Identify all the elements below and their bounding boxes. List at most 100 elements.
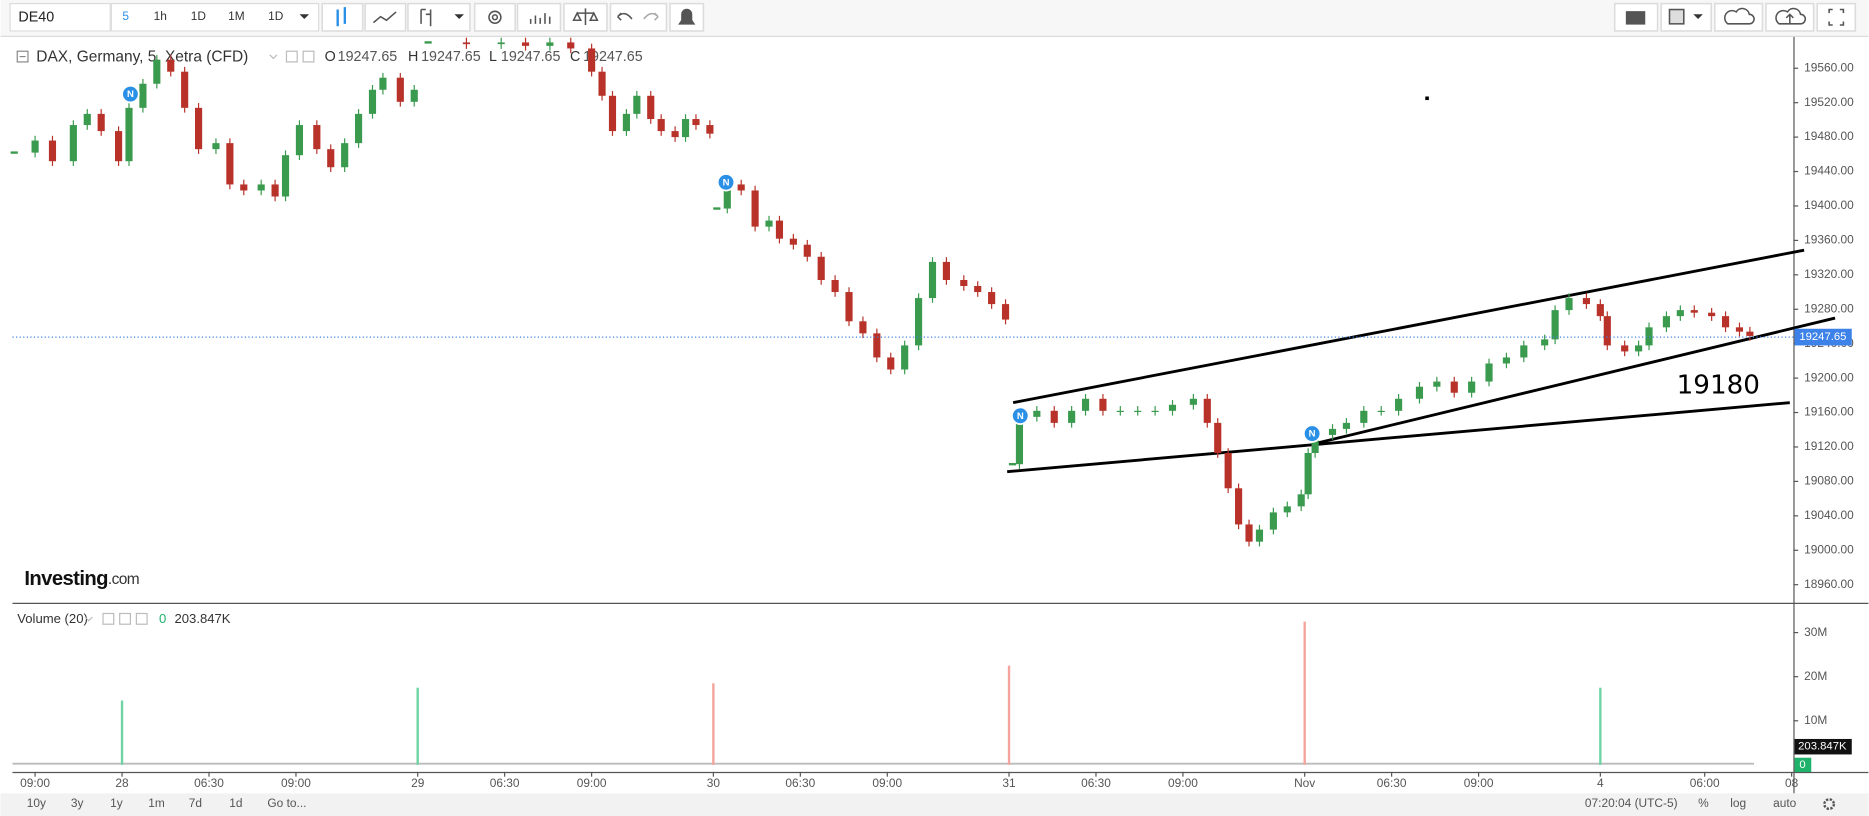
candle <box>1189 398 1197 405</box>
candle <box>974 286 982 293</box>
interval-button[interactable]: 1D <box>191 9 207 23</box>
candle <box>295 125 304 156</box>
news-marker-label: N <box>723 177 730 188</box>
candle <box>1621 345 1629 352</box>
marks: 09:00 28 06:30 09:00 29 06:30 09:00 30 06:30 09:0… <box>10 37 1854 790</box>
candle <box>114 131 123 162</box>
last-price-label: 19247.65 <box>1799 331 1846 343</box>
candle <box>622 113 630 132</box>
candle <box>212 143 220 150</box>
candle <box>1708 312 1716 317</box>
candle <box>960 279 968 287</box>
candle <box>368 89 377 114</box>
candle <box>327 149 335 168</box>
candle <box>1297 494 1305 507</box>
ohlc-key: O <box>325 49 336 65</box>
goto-button[interactable]: Go to... <box>267 796 306 810</box>
candle <box>1328 428 1337 435</box>
toolbar-icons <box>321 2 1857 32</box>
settings-icon[interactable] <box>1823 798 1836 811</box>
current-volume-label: 0 <box>1799 759 1805 771</box>
watermark-brand: Investing <box>24 568 108 590</box>
candle <box>803 244 811 257</box>
candle <box>1721 316 1730 328</box>
volume-bar <box>1599 687 1602 765</box>
y-tick-label: 19560.00 <box>1804 60 1854 74</box>
symbol[interactable]: DE40 <box>18 10 54 26</box>
candle <box>775 220 784 239</box>
candle <box>125 107 133 162</box>
candle <box>1377 410 1385 413</box>
axis-option[interactable]: % <box>1698 796 1709 810</box>
candle <box>1635 345 1643 352</box>
trend-lines[interactable] <box>1007 248 1836 474</box>
range-button[interactable]: 10y <box>27 796 46 810</box>
candle <box>462 42 470 45</box>
dropdown-arrow[interactable] <box>299 14 310 20</box>
interval-button[interactable]: 1h <box>154 9 167 23</box>
clock: 07:20:04 (UTC-5) <box>1585 796 1678 810</box>
candle <box>546 42 554 46</box>
candle <box>396 77 404 102</box>
y-tick-label: 20M <box>1804 669 1827 683</box>
collapse-icon[interactable] <box>16 50 29 63</box>
x-tick-label: 09:00 <box>1464 776 1494 790</box>
x-tick-label: 09:00 <box>1168 776 1198 790</box>
volume-bar <box>1303 621 1306 765</box>
interval-button[interactable]: 1D <box>268 9 284 23</box>
symbol-input[interactable] <box>9 2 111 32</box>
range-button[interactable]: 1y <box>110 796 123 810</box>
candle <box>521 42 530 46</box>
candle <box>1645 327 1653 346</box>
range-button[interactable]: 1d <box>229 796 242 810</box>
news-marker-label: N <box>127 89 134 100</box>
annotation-text[interactable]: 19180 <box>1677 370 1760 400</box>
y-tick-label: 19440.00 <box>1804 164 1854 178</box>
candle <box>1502 357 1510 364</box>
candle <box>271 184 279 197</box>
ohlc-value: 19247.65 <box>421 49 481 65</box>
y-tick-label: 19000.00 <box>1804 542 1854 556</box>
candle <box>1735 327 1744 332</box>
axis-option[interactable]: log <box>1730 796 1746 810</box>
candle <box>1662 316 1670 328</box>
candle <box>706 125 714 134</box>
candle <box>1214 422 1222 453</box>
watermark: Investing.com <box>24 568 139 590</box>
candle <box>598 71 606 96</box>
candle <box>1433 381 1441 387</box>
candle <box>928 261 937 299</box>
candle <box>988 292 996 305</box>
candle <box>633 95 641 114</box>
volume-legend-icons <box>84 612 148 625</box>
candle <box>354 113 363 144</box>
x-tick-label: 06:30 <box>1377 776 1407 790</box>
candle <box>1485 363 1493 382</box>
candle <box>817 256 825 280</box>
axis-option[interactable]: auto <box>1773 796 1797 810</box>
x-tick-label: 09:00 <box>281 776 311 790</box>
range-button[interactable]: 1m <box>148 796 165 810</box>
candle <box>789 238 797 245</box>
candle <box>692 119 700 126</box>
interval-button[interactable]: 1M <box>228 9 245 23</box>
candle <box>588 48 596 72</box>
last-volume-box <box>1794 738 1852 755</box>
volume-bar <box>120 700 124 765</box>
candle <box>1134 410 1142 413</box>
candle <box>1001 304 1010 320</box>
candle <box>1551 310 1559 340</box>
x-tick-label: 08 <box>1785 776 1799 790</box>
candle <box>1168 404 1177 411</box>
range-button[interactable]: 7d <box>189 796 202 810</box>
y-tick-label: 19400.00 <box>1804 198 1854 212</box>
x-tick-label: 30 <box>707 776 721 790</box>
range-button[interactable]: 3y <box>71 796 84 810</box>
volume-bar <box>1007 665 1011 765</box>
candle <box>873 333 881 358</box>
volume-title: Volume (20) <box>17 611 88 626</box>
interval-button[interactable]: 5 <box>122 9 129 23</box>
candle <box>31 140 39 153</box>
ohlc-value: 19247.65 <box>338 49 398 65</box>
current-volume-box <box>1794 757 1812 773</box>
